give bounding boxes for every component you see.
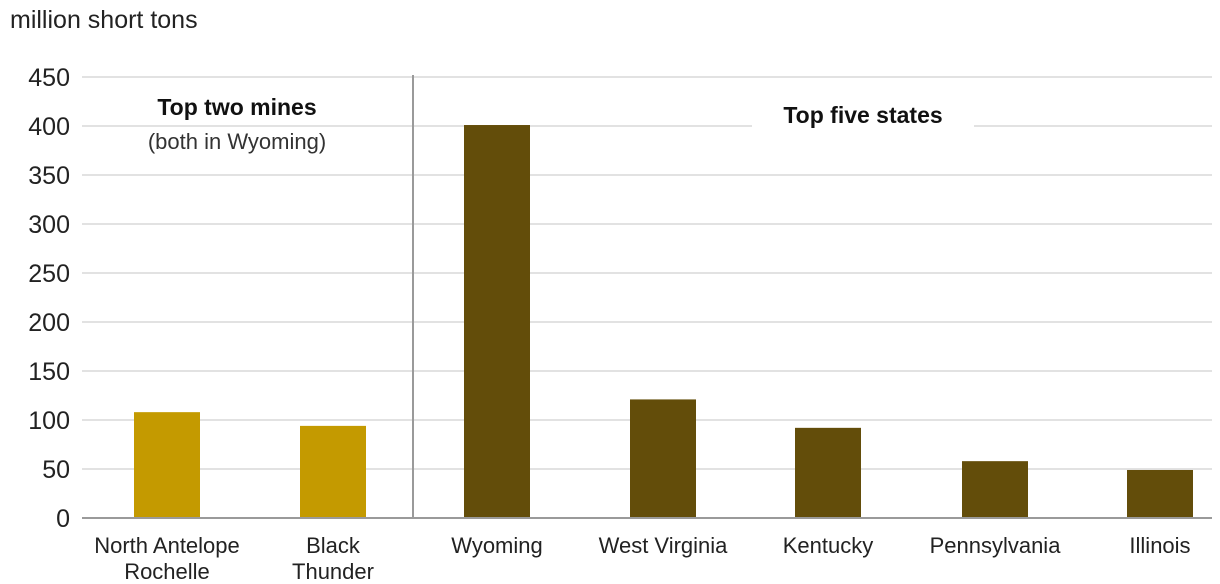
y-tick-label-50: 50	[42, 456, 70, 484]
y-tick-label-300: 300	[28, 211, 70, 239]
x-tick-label-black: Black	[306, 533, 361, 558]
x-tick-label-rochelle: Rochelle	[124, 559, 210, 584]
bar-illinois	[1127, 469, 1193, 518]
x-tick-label-wyoming: Wyoming	[451, 533, 543, 558]
y-tick-label-350: 350	[28, 162, 70, 190]
bar-pennsylvania	[962, 461, 1028, 518]
bar-kentucky	[795, 427, 861, 518]
states-group-title: Top five states	[783, 102, 942, 128]
y-axis-tick-labels: 0 50 100 150 200 250 300 350 400 450	[28, 64, 70, 533]
bar-black-thunder	[300, 425, 366, 518]
y-tick-label-400: 400	[28, 113, 70, 141]
y-axis-unit-label: million short tons	[10, 6, 198, 34]
mines-group-title: Top two mines	[157, 94, 316, 120]
y-tick-label-100: 100	[28, 407, 70, 435]
bar-wyoming	[464, 125, 530, 519]
y-tick-label-150: 150	[28, 358, 70, 386]
x-tick-label-north-antelope: North Antelope	[94, 533, 240, 558]
x-tick-label-west-virginia: West Virginia	[599, 533, 729, 558]
y-tick-label-450: 450	[28, 64, 70, 92]
bar-west-virginia	[630, 399, 696, 518]
y-tick-label-250: 250	[28, 260, 70, 288]
bars	[134, 125, 1193, 519]
x-tick-label-pennsylvania: Pennsylvania	[930, 533, 1062, 558]
x-tick-label-illinois: Illinois	[1129, 533, 1190, 558]
bar-north-antelope-rochelle	[134, 412, 200, 518]
mines-group-subtitle: (both in Wyoming)	[148, 129, 326, 154]
x-tick-label-thunder: Thunder	[292, 559, 374, 584]
states-title-background	[752, 97, 974, 135]
x-tick-label-kentucky: Kentucky	[783, 533, 874, 558]
y-tick-label-200: 200	[28, 309, 70, 337]
y-tick-label-0: 0	[56, 505, 70, 533]
